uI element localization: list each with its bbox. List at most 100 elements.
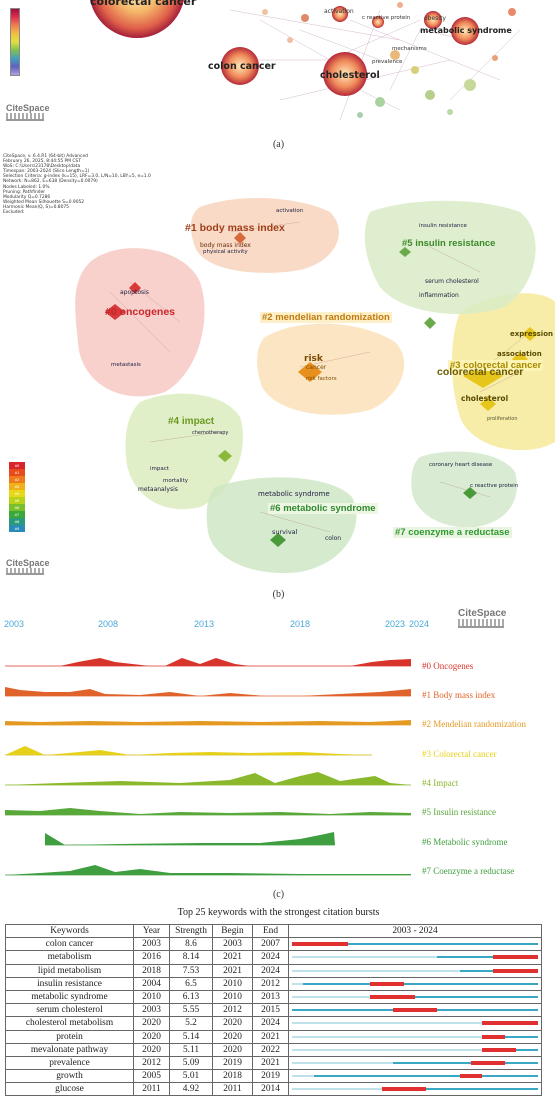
burst-year-cell xyxy=(504,1009,516,1012)
burst-year-cell xyxy=(314,1048,326,1051)
cell-strength: 7.53 xyxy=(169,963,213,978)
burst-year-cell xyxy=(471,969,483,972)
burst-year-cell xyxy=(325,982,337,985)
timeline-label-1: #1 Body mass index xyxy=(422,690,496,700)
burst-year-cell xyxy=(392,995,404,1000)
burst-year-cell xyxy=(403,982,416,985)
burst-year-cell xyxy=(403,995,416,1000)
burst-year-cell xyxy=(426,1022,438,1025)
meta-line: Excluded: xyxy=(3,210,25,216)
burst-year-cell xyxy=(504,943,516,946)
legend-swatch-6: #6 xyxy=(9,504,25,511)
cell-begin: 2021 xyxy=(212,950,253,965)
timeline-area-5 xyxy=(5,808,411,815)
burst-year-cell xyxy=(504,1088,516,1091)
cell-end: 2007 xyxy=(252,937,289,952)
node-label-serum-cholesterol: serum cholesterol xyxy=(425,278,479,285)
burst-year-cell xyxy=(459,1022,471,1025)
burst-year-cell xyxy=(482,1075,494,1078)
cluster-label-2: #2 mendelian randomization xyxy=(260,312,392,323)
legend-swatch-1: #1 xyxy=(9,469,25,476)
cluster-2-blob xyxy=(257,323,405,415)
burst-year-cell xyxy=(303,1035,315,1038)
cell-end: 2024 xyxy=(252,963,289,978)
cell-begin: 2003 xyxy=(212,937,253,952)
burst-year-cell xyxy=(415,1048,427,1051)
burst-year-cell xyxy=(426,1061,438,1064)
burst-timeline xyxy=(288,1042,542,1057)
timeline-area-4 xyxy=(5,772,411,785)
burst-year-cell xyxy=(448,1088,460,1091)
burst-year-cell xyxy=(359,969,371,972)
burst-year-cell xyxy=(448,956,460,959)
cell-keyword: mevalonate pathway xyxy=(5,1042,134,1057)
cell-year: 2020 xyxy=(133,1042,170,1057)
cell-keyword: serum cholesterol xyxy=(5,1003,134,1018)
burst-year-cell xyxy=(448,1048,460,1051)
burst-year-cell xyxy=(403,1022,416,1025)
node-label-survival: survival xyxy=(272,528,298,536)
burst-timeline xyxy=(288,950,542,965)
burst-year-cell xyxy=(359,956,371,959)
burst-year-cell xyxy=(437,1009,449,1012)
burst-year-cell xyxy=(359,1022,371,1025)
burst-year-cell xyxy=(493,996,505,999)
legend-swatch-2: #2 xyxy=(9,476,25,483)
burst-year-cell xyxy=(314,996,326,999)
burst-year-cell xyxy=(504,1061,516,1064)
burst-year-cell xyxy=(426,1008,438,1013)
node-label-cholesterol-b: cholesterol xyxy=(461,394,509,403)
burst-year-cell xyxy=(370,1048,382,1051)
legend-swatch-5: #5 xyxy=(9,497,25,504)
burst-year-cell xyxy=(482,982,494,985)
cell-strength: 8.6 xyxy=(169,937,213,952)
burst-year-cell xyxy=(471,943,483,946)
cell-end: 2012 xyxy=(252,976,289,991)
cell-year: 2016 xyxy=(133,950,170,965)
cluster-5-blob xyxy=(364,200,536,315)
burst-year-cell xyxy=(426,982,438,985)
timeline-area-6 xyxy=(45,832,335,845)
burst-year-cell xyxy=(493,1060,505,1065)
cell-keyword: cholesterol metabolism xyxy=(5,1016,134,1031)
caption-c: (c) xyxy=(272,889,285,900)
burst-year-cell xyxy=(515,1075,527,1078)
burst-year-cell xyxy=(437,982,449,985)
cell-year: 2018 xyxy=(133,963,170,978)
burst-year-cell xyxy=(515,1021,527,1026)
burst-year-cell xyxy=(415,1075,427,1078)
burst-year-cell xyxy=(325,1009,337,1012)
legend-swatch-9: #9 xyxy=(9,525,25,532)
burst-year-cell xyxy=(403,943,416,946)
node-label-risk: risk xyxy=(304,354,323,364)
burst-year-cell xyxy=(415,1008,427,1013)
node-label-metabolic-syndrome: metabolic syndrome xyxy=(420,26,512,35)
burst-year-cell xyxy=(515,968,527,973)
burst-year-cell xyxy=(415,1035,427,1038)
burst-year-cell xyxy=(482,1034,494,1039)
node-label-cancer: cancer xyxy=(306,364,327,371)
burst-year-cell xyxy=(403,1061,416,1064)
caption-a: (a) xyxy=(272,139,285,150)
burst-timeline xyxy=(288,1069,542,1084)
burst-year-cell xyxy=(314,1035,326,1038)
burst-year-cell xyxy=(314,1022,326,1025)
burst-year-cell xyxy=(325,969,337,972)
burst-year-cell xyxy=(515,1009,527,1012)
burst-year-cell xyxy=(314,1088,326,1091)
cell-end: 2024 xyxy=(252,950,289,965)
cell-keyword: metabolism xyxy=(5,950,134,965)
year-tick: 2013 xyxy=(194,619,215,629)
burst-year-cell xyxy=(314,1075,326,1078)
burst-timeline xyxy=(288,1082,542,1097)
burst-year-cell xyxy=(515,1088,527,1091)
cell-keyword: insulin resistance xyxy=(5,976,134,991)
cell-strength: 5.55 xyxy=(169,1003,213,1018)
burst-year-cell xyxy=(325,1061,337,1064)
burst-year-cell xyxy=(392,956,404,959)
burst-year-cell xyxy=(292,1048,304,1051)
burst-year-cell xyxy=(392,1008,404,1013)
burst-year-cell xyxy=(526,968,539,973)
burst-timeline xyxy=(288,937,542,952)
cell-keyword: metabolic syndrome xyxy=(5,989,134,1005)
